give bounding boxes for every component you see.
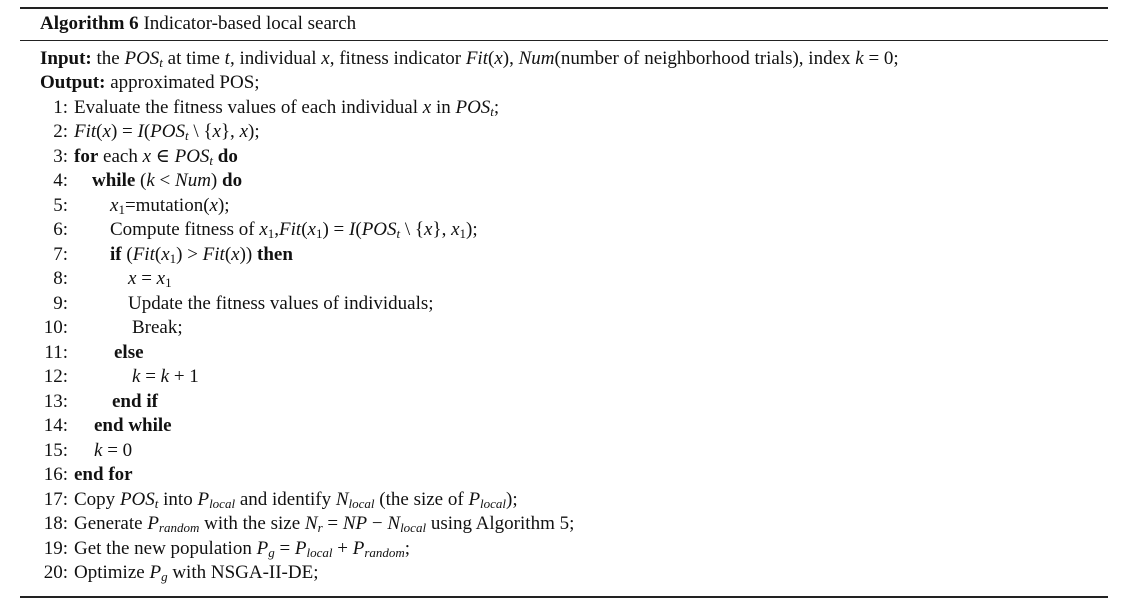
step-6: 7: if (Fit(x1) > Fit(x)) then: [40, 243, 293, 267]
step-number: 1:: [53, 97, 68, 118]
step-text: Generate Prandom with the size Nr = NP −…: [74, 513, 575, 535]
top-rule: [20, 7, 1108, 9]
step-number: 19:: [43, 538, 68, 559]
algorithm-title: Algorithm 6 Indicator-based local search: [40, 12, 356, 36]
step-number: 10:: [43, 317, 68, 338]
bottom-rule: [20, 596, 1108, 598]
step-number: 14:: [43, 415, 68, 436]
step-number: 6:: [53, 219, 68, 240]
output-text: approximated POS;: [110, 72, 260, 93]
input-text: the POSt at time t, individual x, fitnes…: [96, 48, 899, 70]
step-text: Compute fitness of x1,Fit(x1) = I(POSt \…: [110, 219, 478, 241]
algorithm-name: Indicator-based local search: [143, 13, 357, 34]
step-11: 12: k = k + 1: [40, 365, 199, 389]
step-10: 11: else: [40, 341, 144, 365]
step-16: 17: Copy POSt into Plocal and identify Nl…: [40, 488, 518, 512]
step-14: 15: k = 0: [40, 439, 132, 463]
step-number: 8:: [53, 268, 68, 289]
step-text: Optimize Pg with NSGA-II-DE;: [74, 562, 319, 584]
step-18: 19: Get the new population Pg = Plocal + …: [40, 537, 410, 561]
step-17: 18: Generate Prandom with the size Nr = N…: [40, 512, 575, 536]
step-19: 20: Optimize Pg with NSGA-II-DE;: [40, 561, 319, 585]
step-12: 13: end if: [40, 390, 158, 414]
step-text: end for: [74, 464, 133, 485]
step-text: k = 0: [94, 440, 133, 461]
step-3: 4: while (k < Num) do: [40, 169, 242, 193]
step-5: 6: Compute fitness of x1,Fit(x1) = I(POSt…: [40, 218, 478, 242]
step-text: for each x ∈ POSt do: [74, 146, 238, 168]
step-text: if (Fit(x1) > Fit(x)) then: [110, 244, 293, 266]
step-number: 9:: [53, 293, 68, 314]
step-8: 9: Update the fitness values of individua…: [40, 292, 434, 316]
step-15: 16: end for: [40, 463, 133, 487]
step-text: end while: [94, 415, 172, 436]
step-text: else: [114, 342, 144, 363]
step-text: k = k + 1: [132, 366, 199, 387]
input-keyword: Input:: [40, 48, 92, 69]
step-text: Fit(x) = I(POSt \ {x}, x);: [74, 121, 260, 143]
step-text: end if: [112, 391, 158, 412]
step-0: 1: Evaluate the fitness values of each in…: [40, 96, 499, 120]
input-line: Input: the POSt at time t, individual x,…: [40, 47, 899, 71]
step-text: Evaluate the fitness values of each indi…: [74, 97, 500, 119]
output-line: Output: approximated POS;: [40, 71, 260, 95]
step-number: 15:: [43, 440, 68, 461]
step-7: 8: x = x1: [40, 267, 172, 291]
step-number: 2:: [53, 121, 68, 142]
step-4: 5: x1=mutation(x);: [40, 194, 230, 218]
step-number: 12:: [43, 366, 68, 387]
step-number: 7:: [53, 244, 68, 265]
step-number: 11:: [44, 342, 68, 363]
step-number: 5:: [53, 195, 68, 216]
step-number: 17:: [43, 489, 68, 510]
step-number: 20:: [43, 562, 68, 583]
step-text: Copy POSt into Plocal and identify Nloca…: [74, 489, 518, 511]
step-text: Get the new population Pg = Plocal + Pra…: [74, 538, 411, 560]
step-text: while (k < Num) do: [92, 170, 243, 191]
step-number: 13:: [43, 391, 68, 412]
step-text: Update the fitness values of individuals…: [128, 293, 434, 314]
algorithm-label: Algorithm 6: [40, 13, 139, 34]
step-1: 2: Fit(x) = I(POSt \ {x}, x);: [40, 120, 260, 144]
header-rule: [20, 40, 1108, 41]
step-text: x = x1: [128, 268, 172, 290]
output-keyword: Output:: [40, 72, 106, 93]
step-number: 16:: [43, 464, 68, 485]
step-2: 3: for each x ∈ POSt do: [40, 145, 238, 169]
step-number: 18:: [43, 513, 68, 534]
step-13: 14: end while: [40, 414, 172, 438]
step-text: x1=mutation(x);: [110, 195, 230, 217]
step-9: 10: Break;: [40, 316, 183, 340]
step-number: 3:: [53, 146, 68, 167]
step-number: 4:: [53, 170, 68, 191]
step-text: Break;: [132, 317, 183, 338]
